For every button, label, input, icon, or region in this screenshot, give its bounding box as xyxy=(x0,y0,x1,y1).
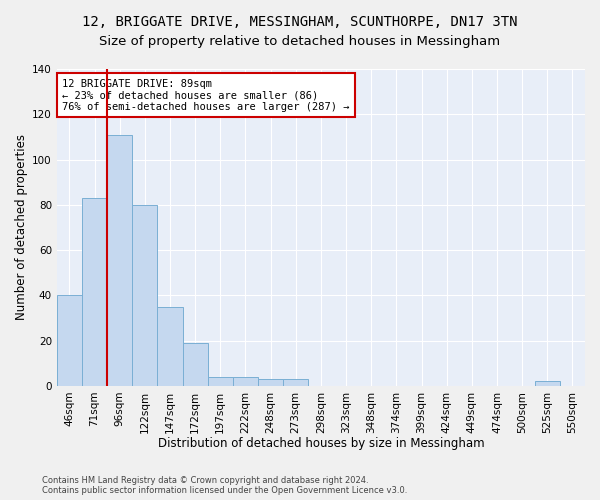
Text: Contains HM Land Registry data © Crown copyright and database right 2024.
Contai: Contains HM Land Registry data © Crown c… xyxy=(42,476,407,495)
Text: Size of property relative to detached houses in Messingham: Size of property relative to detached ho… xyxy=(100,35,500,48)
Bar xyxy=(208,377,233,386)
Bar xyxy=(132,205,157,386)
Bar xyxy=(535,382,560,386)
Bar xyxy=(82,198,107,386)
Y-axis label: Number of detached properties: Number of detached properties xyxy=(15,134,28,320)
Bar xyxy=(57,296,82,386)
Bar xyxy=(258,379,283,386)
Bar xyxy=(283,379,308,386)
Bar xyxy=(107,134,132,386)
Bar xyxy=(182,343,208,386)
X-axis label: Distribution of detached houses by size in Messingham: Distribution of detached houses by size … xyxy=(158,437,484,450)
Text: 12, BRIGGATE DRIVE, MESSINGHAM, SCUNTHORPE, DN17 3TN: 12, BRIGGATE DRIVE, MESSINGHAM, SCUNTHOR… xyxy=(82,15,518,29)
Bar xyxy=(233,377,258,386)
Text: 12 BRIGGATE DRIVE: 89sqm
← 23% of detached houses are smaller (86)
76% of semi-d: 12 BRIGGATE DRIVE: 89sqm ← 23% of detach… xyxy=(62,78,350,112)
Bar xyxy=(157,306,182,386)
